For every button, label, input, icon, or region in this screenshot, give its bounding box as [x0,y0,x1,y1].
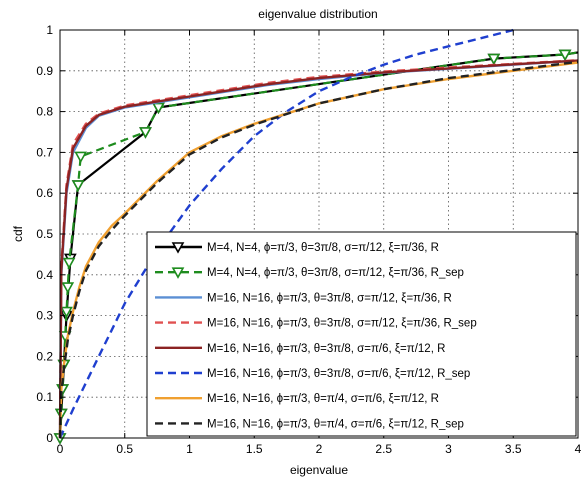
legend-label: M=16, N=16, ϕ=π/3, θ=3π/8, σ=π/6, ξ=π/12… [207,368,470,380]
data-point-marker [60,306,73,319]
data-point-marker [74,151,88,164]
legend-item: M=16, N=16, ϕ=π/3, θ=π/4, σ=π/6, ξ=π/12,… [155,393,439,405]
y-tick-label: 0.2 [36,349,53,363]
legend-label: M=16, N=16, ϕ=π/3, θ=π/4, σ=π/6, ξ=π/12,… [207,393,439,405]
y-tick-label: 0.5 [36,227,53,241]
legend-label: M=16, N=16, ϕ=π/3, θ=3π/8, σ=π/12, ξ=π/3… [207,318,477,330]
legend-label: M=16, N=16, ϕ=π/3, θ=π/4, σ=π/6, ξ=π/12,… [207,418,464,430]
legend-item: M=16, N=16, ϕ=π/3, θ=3π/8, σ=π/12, ξ=π/3… [155,318,477,330]
ticks: 0 0.5 1 1.5 2 2.5 3 3.5 4 0 0.1 0.2 0.3 0.4 0.5 0.6 0.7 0… [36,23,581,456]
y-tick-label: 0.9 [36,64,53,78]
legend-item: M=16, N=16, ϕ=π/3, θ=π/4, σ=π/6, ξ=π/12,… [155,418,464,430]
data-point-marker [152,102,165,115]
legend-item: M=16, N=16, ϕ=π/3, θ=3π/8, σ=π/6, ξ=π/12… [155,343,445,355]
data-point-marker [62,257,76,270]
y-axis-title: cdf [11,225,25,242]
y-tick-label: 0.7 [36,145,53,159]
x-tick-label: 0.5 [116,442,133,456]
legend-label: M=16, N=16, ϕ=π/3, θ=3π/8, σ=π/6, ξ=π/12… [207,343,445,355]
data-point-marker [71,180,85,192]
y-tick-label: 0.3 [36,309,53,323]
series-6 [58,28,514,439]
y-tick-label: 0.4 [36,268,53,282]
series-line [58,60,579,439]
data-point-marker [558,49,572,62]
legend-box [146,231,577,437]
data-point-marker [487,53,501,66]
series-line [58,59,579,439]
x-tick-label: 0 [57,442,64,456]
y-tick-label: 0 [46,431,53,445]
y-tick-label: 0.8 [36,105,53,119]
legend-item: M=16, N=16, ϕ=π/3, θ=3π/8, σ=π/6, ξ=π/12… [155,368,470,380]
legend-item: M=4, N=4, ϕ=π/3, θ=3π/8, σ=π/12, ξ=π/36,… [155,242,439,254]
y-tick-label: 0.1 [36,390,53,404]
series-line [58,28,514,439]
legend-marker [171,267,185,279]
series-line [58,61,579,439]
legend-item: M=4, N=4, ϕ=π/3, θ=3π/8, σ=π/12, ξ=π/36,… [155,267,464,279]
legend-item: M=16, N=16, ϕ=π/3, θ=3π/8, σ=π/12, ξ=π/3… [155,292,452,304]
x-tick-label: 3.5 [505,442,522,456]
x-tick-label: 1.5 [246,442,263,456]
legend-label: M=16, N=16, ϕ=π/3, θ=3π/8, σ=π/12, ξ=π/3… [207,292,452,304]
legend-label: M=4, N=4, ϕ=π/3, θ=3π/8, σ=π/12, ξ=π/36,… [207,242,439,254]
series-7 [58,61,579,439]
series-layer [53,28,579,445]
y-tick-label: 1 [46,23,53,37]
x-axis-title: eigenvalue [290,463,348,477]
x-tick-label: 3 [445,442,452,456]
series-8 [58,60,579,439]
x-tick-label: 2 [316,442,323,456]
data-point-marker [139,127,152,139]
series-5 [58,59,579,439]
chart-title: eigenvalue distribution [258,7,377,21]
x-tick-label: 4 [575,442,582,456]
x-tick-label: 2.5 [375,442,392,456]
data-point-marker [61,282,75,294]
legend: M=4, N=4, ϕ=π/3, θ=3π/8, σ=π/12, ξ=π/36,… [146,231,577,437]
legend-marker [171,242,185,254]
y-tick-label: 0.6 [36,186,53,200]
x-tick-label: 1 [186,442,193,456]
legend-label: M=4, N=4, ϕ=π/3, θ=3π/8, σ=π/12, ξ=π/36,… [207,267,464,279]
